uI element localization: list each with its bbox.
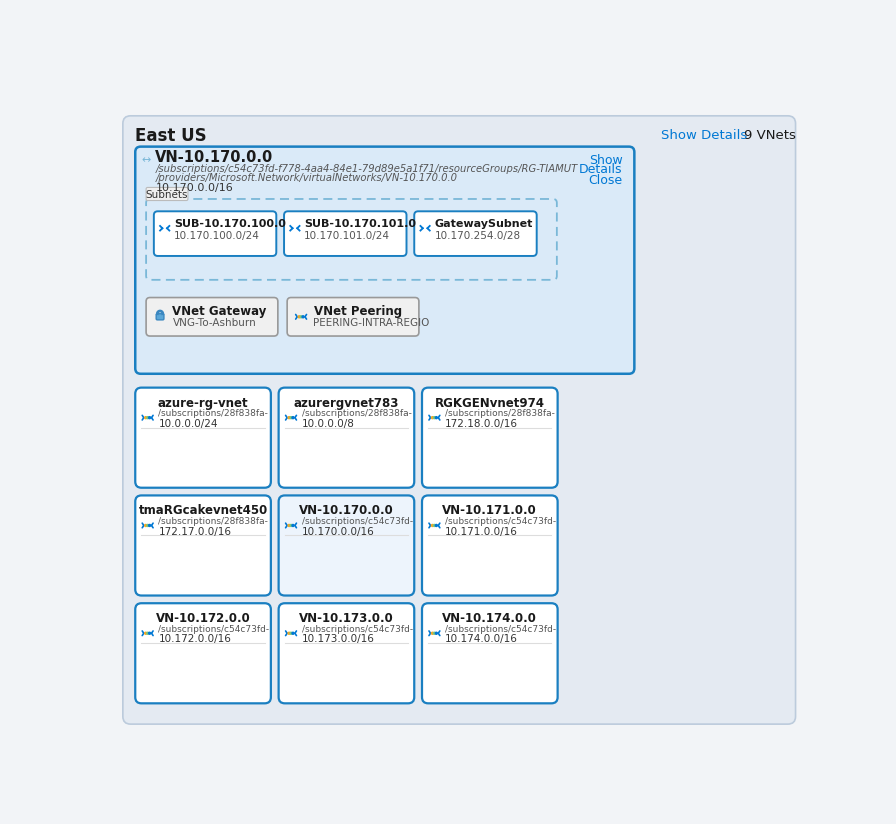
Circle shape [289,524,290,527]
Text: 172.18.0.0/16: 172.18.0.0/16 [445,419,518,428]
FancyBboxPatch shape [154,211,276,256]
Circle shape [145,417,147,419]
Circle shape [147,417,149,419]
Text: /subscriptions/c54c73fd-f778-4aa4-84e1-79d89e5a1f71/resourceGroups/RG-TIAMUT: /subscriptions/c54c73fd-f778-4aa4-84e1-7… [155,164,578,174]
Circle shape [145,632,147,634]
Circle shape [432,417,434,419]
Text: 10.170.254.0/28: 10.170.254.0/28 [435,231,521,241]
Text: /subscriptions/c54c73fd-: /subscriptions/c54c73fd- [302,517,413,526]
Text: RGKGENvnet974: RGKGENvnet974 [435,396,545,410]
Text: 10.172.0.0/16: 10.172.0.0/16 [159,634,231,644]
Text: 10.170.101.0/24: 10.170.101.0/24 [305,231,390,241]
Circle shape [149,417,151,419]
Text: SUB-10.170.100.0: SUB-10.170.100.0 [174,218,286,228]
Text: GatewaySubnet: GatewaySubnet [435,218,533,228]
Text: 10.170.100.0/24: 10.170.100.0/24 [174,231,260,241]
FancyBboxPatch shape [135,495,271,596]
FancyBboxPatch shape [414,211,537,256]
Text: Subnets: Subnets [146,190,188,199]
Text: VNet Peering: VNet Peering [314,305,401,318]
Text: VN-10.174.0.0: VN-10.174.0.0 [443,612,538,625]
Text: 172.17.0.0/16: 172.17.0.0/16 [159,527,231,536]
Circle shape [149,524,151,527]
Text: VN-10.173.0.0: VN-10.173.0.0 [299,612,394,625]
Text: Details: Details [579,163,623,176]
Circle shape [435,417,437,419]
Text: tmaRGcakevnet450: tmaRGcakevnet450 [139,504,268,517]
FancyBboxPatch shape [146,187,188,200]
Text: azure-rg-vnet: azure-rg-vnet [158,396,248,410]
Circle shape [292,417,294,419]
FancyBboxPatch shape [284,211,407,256]
Text: /subscriptions/28f838fa-: /subscriptions/28f838fa- [159,410,269,419]
FancyBboxPatch shape [156,314,164,320]
Text: SUB-10.170.101.0: SUB-10.170.101.0 [305,218,417,228]
FancyBboxPatch shape [287,297,419,336]
Circle shape [300,316,302,318]
Text: 10.171.0.0/16: 10.171.0.0/16 [445,527,518,536]
Text: ↔: ↔ [142,155,151,165]
Text: Show: Show [589,154,623,167]
Text: 10.0.0.0/8: 10.0.0.0/8 [302,419,355,428]
Circle shape [290,524,292,527]
Circle shape [292,524,294,527]
Circle shape [434,524,435,527]
Text: /subscriptions/c54c73fd-: /subscriptions/c54c73fd- [445,517,556,526]
Text: /subscriptions/c54c73fd-: /subscriptions/c54c73fd- [445,625,556,634]
Text: VN-10.172.0.0: VN-10.172.0.0 [156,612,251,625]
Text: 10.170.0.0/16: 10.170.0.0/16 [155,183,233,193]
Text: /subscriptions/28f838fa-: /subscriptions/28f838fa- [159,517,269,526]
Text: VNG-To-Ashburn: VNG-To-Ashburn [172,318,256,328]
Circle shape [290,417,292,419]
Text: /subscriptions/28f838fa-: /subscriptions/28f838fa- [445,410,556,419]
Circle shape [145,524,147,527]
Circle shape [432,632,434,634]
Text: /subscriptions/28f838fa-: /subscriptions/28f838fa- [302,410,412,419]
Circle shape [302,316,304,318]
Text: 10.0.0.0/24: 10.0.0.0/24 [159,419,218,428]
Circle shape [432,524,434,527]
Circle shape [434,417,435,419]
FancyBboxPatch shape [422,495,557,596]
Circle shape [289,632,290,634]
FancyBboxPatch shape [135,147,634,374]
Text: Close: Close [589,174,623,187]
Text: VN-10.170.0.0: VN-10.170.0.0 [299,504,394,517]
FancyBboxPatch shape [123,116,796,724]
Circle shape [147,524,149,527]
Circle shape [290,632,292,634]
FancyBboxPatch shape [146,297,278,336]
FancyBboxPatch shape [279,495,414,596]
Text: VN-10.170.0.0: VN-10.170.0.0 [155,150,273,165]
Text: VN-10.171.0.0: VN-10.171.0.0 [443,504,538,517]
Text: /subscriptions/c54c73fd-: /subscriptions/c54c73fd- [159,625,270,634]
Text: 10.173.0.0/16: 10.173.0.0/16 [302,634,375,644]
Circle shape [435,632,437,634]
FancyBboxPatch shape [422,387,557,488]
Circle shape [434,632,435,634]
Text: VNet Gateway: VNet Gateway [172,305,267,318]
Circle shape [147,632,149,634]
Circle shape [298,316,300,318]
Text: azurergvnet783: azurergvnet783 [294,396,399,410]
FancyBboxPatch shape [279,603,414,704]
FancyBboxPatch shape [135,387,271,488]
FancyBboxPatch shape [422,603,557,704]
Text: 10.174.0.0/16: 10.174.0.0/16 [445,634,518,644]
Text: PEERING-INTRA-REGIO: PEERING-INTRA-REGIO [314,318,430,328]
Text: /providers/Microsoft.Network/virtualNetworks/VN-10.170.0.0: /providers/Microsoft.Network/virtualNetw… [155,173,457,183]
Circle shape [289,417,290,419]
Text: East US: East US [135,127,207,145]
Text: Show Details: Show Details [661,129,747,143]
Circle shape [292,632,294,634]
Circle shape [149,632,151,634]
Circle shape [435,524,437,527]
Text: 9 VNets: 9 VNets [745,129,797,143]
FancyBboxPatch shape [279,387,414,488]
Text: 10.170.0.0/16: 10.170.0.0/16 [302,527,375,536]
FancyBboxPatch shape [135,603,271,704]
Text: /subscriptions/c54c73fd-: /subscriptions/c54c73fd- [302,625,413,634]
